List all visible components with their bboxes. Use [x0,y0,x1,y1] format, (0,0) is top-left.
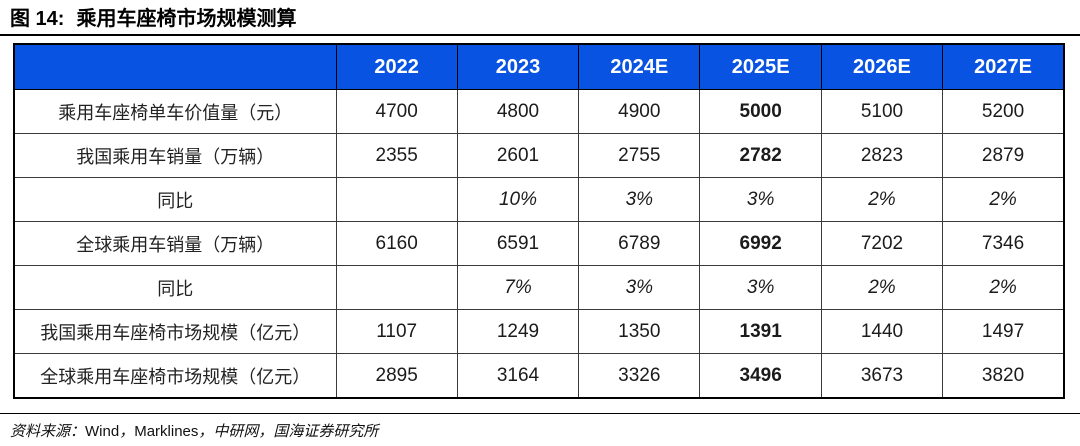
value-cell: 10% [456,177,580,222]
row-label: 同比 [13,177,337,222]
value-cell: 6992 [699,221,822,266]
value-cell: 2% [942,177,1065,222]
column-header: 2026E [820,43,944,90]
column-header: 2022 [335,43,458,90]
value-cell: 6160 [335,221,458,266]
table-row: 我国乘用车销量（万辆） 2355 2601 2755 2782 2823 2879 [13,133,1065,178]
value-cell: 2755 [578,133,701,178]
value-cell: 7% [456,265,580,310]
figure-title: 图 14: 乘用车座椅市场规模测算 [0,0,1080,31]
value-cell [335,265,458,310]
value-cell: 4800 [456,89,580,134]
table-row: 我国乘用车座椅市场规模（亿元） 1107 1249 1350 1391 1440 1497 [13,309,1065,354]
value-cell: 3% [699,265,822,310]
table-header: 2022 2023 2024E 2025E 2026E 2027E [13,43,1065,90]
value-cell: 1440 [820,309,944,354]
table-row: 全球乘用车销量（万辆） 6160 6591 6789 6992 7202 7346 [13,221,1065,266]
value-cell: 3820 [942,353,1065,399]
column-header: 2024E [578,43,701,90]
market-size-table: 2022 2023 2024E 2025E 2026E 2027E 乘用车座椅单车价值量（… [13,43,1065,399]
source-item-marklines: Marklines [134,423,199,440]
value-cell: 1497 [942,309,1065,354]
value-cell: 2823 [820,133,944,178]
value-cell: 2782 [699,133,822,178]
title-divider [0,34,1080,36]
column-header: 2025E [699,43,822,90]
header-row: 2022 2023 2024E 2025E 2026E 2027E [13,43,1065,90]
table-body: 乘用车座椅单车价值量（元） 4700 4800 4900 5000 5100 5200 我国乘… [13,89,1065,399]
value-cell: 1107 [335,309,458,354]
table-row: 乘用车座椅单车价值量（元） 4700 4800 4900 5000 5100 5200 [13,89,1065,134]
value-cell: 6789 [578,221,701,266]
value-cell: 1249 [456,309,580,354]
column-header: 2023 [456,43,580,90]
source-item-others: ，中研网，国海证券研究所 [198,422,379,440]
value-cell: 2355 [335,133,458,178]
table-row: 同比 10% 3% 3% 2% 2% [13,177,1065,222]
value-cell: 7202 [820,221,944,266]
value-cell: 2% [820,265,944,310]
corner-cell [13,43,337,90]
figure-number: 图 14: [10,8,65,30]
row-label: 我国乘用车座椅市场规模（亿元） [13,309,337,354]
table-row: 同比 7% 3% 3% 2% 2% [13,265,1065,310]
column-header: 2027E [942,43,1065,90]
value-cell: 7346 [942,221,1065,266]
source-label: 资料来源： [10,422,86,440]
figure-title-text: 乘用车座椅市场规模测算 [76,8,297,30]
value-cell: 2% [942,265,1065,310]
value-cell: 2601 [456,133,580,178]
source-item-wind: Wind [85,423,120,440]
value-cell: 2895 [335,353,458,399]
row-label: 同比 [13,265,337,310]
value-cell: 3% [578,265,701,310]
row-label: 全球乘用车销量（万辆） [13,221,337,266]
value-cell: 5100 [820,89,944,134]
value-cell: 4900 [578,89,701,134]
value-cell: 6591 [456,221,580,266]
source-separator: ， [119,422,135,440]
value-cell: 3164 [456,353,580,399]
value-cell: 2879 [942,133,1065,178]
value-cell: 1391 [699,309,822,354]
value-cell: 3% [578,177,701,222]
value-cell: 3496 [699,353,822,399]
value-cell: 4700 [335,89,458,134]
row-label: 乘用车座椅单车价值量（元） [13,89,337,134]
value-cell: 5000 [699,89,822,134]
value-cell: 5200 [942,89,1065,134]
row-label: 我国乘用车销量（万辆） [13,133,337,178]
value-cell: 3673 [820,353,944,399]
source-line: 资料来源：Wind，Marklines，中研网，国海证券研究所 [0,414,1080,441]
value-cell [335,177,458,222]
value-cell: 1350 [578,309,701,354]
value-cell: 3326 [578,353,701,399]
table-row: 全球乘用车座椅市场规模（亿元） 2895 3164 3326 3496 3673 3820 [13,353,1065,399]
value-cell: 2% [820,177,944,222]
source-divider [0,413,1080,414]
value-cell: 3% [699,177,822,222]
row-label: 全球乘用车座椅市场规模（亿元） [13,353,337,399]
